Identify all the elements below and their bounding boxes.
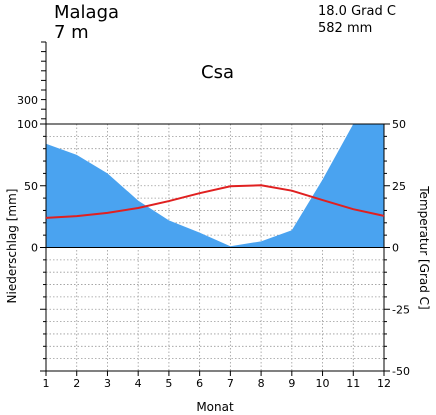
x-tick-label: 3	[104, 377, 111, 390]
station-elevation: 7 m	[54, 22, 89, 43]
precip-tick-label: 0	[31, 242, 38, 255]
y-axis-label-right: Temperatur [Grad C]	[417, 185, 431, 309]
temperature-layer	[45, 184, 385, 219]
x-tick-label: 12	[377, 377, 391, 390]
x-tick-label: 1	[43, 377, 50, 390]
x-tick-label: 8	[258, 377, 265, 390]
axis-ticks	[40, 41, 390, 376]
precip-tick-label: 100	[17, 118, 38, 131]
station-name: Malaga	[54, 2, 120, 23]
temp-tick-label: -50	[392, 365, 410, 378]
annual-precipitation-total: 582 mm	[318, 21, 373, 36]
precipitation-area	[46, 124, 384, 248]
temp-tick-label: 0	[392, 242, 399, 255]
precip-tick-label: 50	[24, 180, 38, 193]
x-tick-label: 9	[288, 377, 295, 390]
temp-tick-label: 25	[392, 180, 406, 193]
x-tick-label: 6	[196, 377, 203, 390]
y-axis-label-left: Niederschlag [mm]	[5, 189, 19, 304]
x-tick-label: 7	[227, 377, 234, 390]
x-tick-label: 2	[73, 377, 80, 390]
x-axis-label: Monat	[196, 400, 234, 414]
precip-upper-tick-label: 300	[17, 94, 38, 107]
temperature-line	[45, 184, 385, 219]
x-tick-label: 10	[316, 377, 330, 390]
temp-tick-label: 50	[392, 118, 406, 131]
x-tick-label: 4	[135, 377, 142, 390]
climate-classification: Csa	[201, 62, 234, 83]
x-tick-label: 11	[346, 377, 360, 390]
temp-tick-label: -25	[392, 303, 410, 316]
annual-mean-temperature: 18.0 Grad C	[318, 4, 396, 19]
x-tick-label: 5	[165, 377, 172, 390]
